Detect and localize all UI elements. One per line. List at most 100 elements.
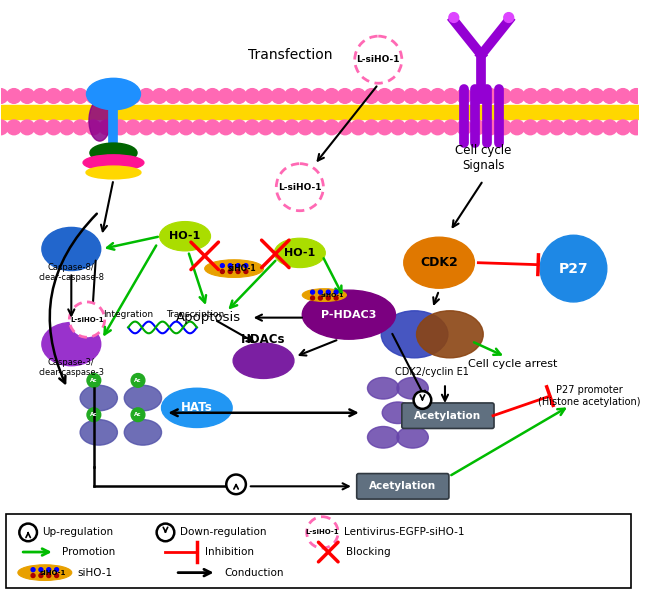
- Text: Inhibition: Inhibition: [205, 547, 254, 557]
- Text: Ac: Ac: [90, 412, 98, 417]
- Circle shape: [139, 89, 153, 103]
- Ellipse shape: [397, 377, 428, 399]
- Circle shape: [205, 89, 220, 103]
- Circle shape: [236, 270, 240, 273]
- Ellipse shape: [18, 565, 72, 581]
- Text: HO-1: HO-1: [284, 248, 315, 258]
- Circle shape: [285, 120, 300, 135]
- Circle shape: [391, 120, 405, 135]
- Circle shape: [337, 89, 352, 103]
- Circle shape: [139, 120, 153, 135]
- Text: HO-1: HO-1: [170, 231, 201, 241]
- Circle shape: [231, 89, 246, 103]
- Circle shape: [39, 573, 43, 578]
- Text: Ac: Ac: [135, 412, 142, 417]
- Circle shape: [245, 89, 259, 103]
- Text: Ac: Ac: [90, 378, 98, 383]
- Circle shape: [307, 517, 338, 548]
- Circle shape: [87, 408, 101, 422]
- Circle shape: [20, 524, 37, 541]
- Circle shape: [298, 89, 313, 103]
- Circle shape: [616, 89, 630, 103]
- Circle shape: [589, 120, 604, 135]
- Circle shape: [112, 120, 127, 135]
- Circle shape: [166, 89, 180, 103]
- Circle shape: [404, 120, 419, 135]
- Circle shape: [457, 120, 471, 135]
- Ellipse shape: [397, 426, 428, 448]
- Circle shape: [510, 120, 525, 135]
- Circle shape: [60, 89, 74, 103]
- Circle shape: [540, 235, 607, 302]
- Circle shape: [351, 120, 365, 135]
- Circle shape: [112, 89, 127, 103]
- Circle shape: [244, 264, 248, 268]
- Ellipse shape: [124, 420, 162, 445]
- Circle shape: [152, 89, 167, 103]
- Circle shape: [326, 290, 330, 294]
- Circle shape: [39, 568, 43, 572]
- Circle shape: [311, 296, 315, 300]
- Circle shape: [272, 120, 286, 135]
- Circle shape: [258, 120, 273, 135]
- Ellipse shape: [42, 322, 101, 366]
- Circle shape: [218, 120, 233, 135]
- Circle shape: [523, 89, 538, 103]
- Text: Cell cycle
Signals: Cell cycle Signals: [455, 144, 512, 172]
- Text: Caspase-8/
clear-caspase-8: Caspase-8/ clear-caspase-8: [38, 263, 104, 282]
- Circle shape: [470, 120, 485, 135]
- Text: siHO-1: siHO-1: [227, 264, 256, 273]
- Ellipse shape: [367, 426, 399, 448]
- Ellipse shape: [302, 290, 395, 339]
- Text: Apoptosis: Apoptosis: [176, 311, 241, 324]
- Circle shape: [576, 89, 591, 103]
- Circle shape: [0, 89, 8, 103]
- Text: Up-regulation: Up-regulation: [42, 527, 113, 538]
- Text: Caspase-3/
clear-caspase-3: Caspase-3/ clear-caspase-3: [38, 358, 104, 377]
- Circle shape: [470, 89, 485, 103]
- Text: CDK2: CDK2: [420, 256, 458, 269]
- Circle shape: [272, 89, 286, 103]
- Text: Ac: Ac: [135, 378, 142, 383]
- Text: HDACs: HDACs: [241, 332, 286, 346]
- Ellipse shape: [89, 100, 111, 141]
- Circle shape: [377, 89, 392, 103]
- Text: P27: P27: [558, 261, 588, 276]
- Circle shape: [589, 89, 604, 103]
- Circle shape: [6, 120, 21, 135]
- Circle shape: [351, 89, 365, 103]
- Circle shape: [298, 120, 313, 135]
- Circle shape: [430, 120, 445, 135]
- Circle shape: [311, 290, 315, 294]
- Circle shape: [33, 120, 47, 135]
- Text: Down-regulation: Down-regulation: [180, 527, 266, 538]
- Circle shape: [31, 573, 35, 578]
- Circle shape: [31, 568, 35, 572]
- Text: P27 promoter
(Histone acetylation): P27 promoter (Histone acetylation): [538, 385, 640, 407]
- Circle shape: [549, 120, 564, 135]
- Circle shape: [87, 374, 101, 388]
- Circle shape: [629, 120, 644, 135]
- Circle shape: [192, 120, 207, 135]
- Circle shape: [483, 89, 498, 103]
- Circle shape: [231, 120, 246, 135]
- Ellipse shape: [90, 143, 137, 163]
- Circle shape: [337, 120, 352, 135]
- Circle shape: [504, 13, 514, 23]
- Circle shape: [192, 89, 207, 103]
- Text: L-siHO-1: L-siHO-1: [278, 183, 322, 192]
- Text: Promotion: Promotion: [62, 547, 115, 557]
- FancyBboxPatch shape: [402, 403, 494, 428]
- Circle shape: [276, 164, 323, 210]
- Circle shape: [536, 89, 551, 103]
- Circle shape: [245, 120, 259, 135]
- Circle shape: [125, 120, 140, 135]
- Circle shape: [616, 120, 630, 135]
- Circle shape: [404, 89, 419, 103]
- Circle shape: [152, 120, 167, 135]
- Circle shape: [364, 89, 379, 103]
- Circle shape: [55, 568, 58, 572]
- Ellipse shape: [233, 343, 294, 379]
- Circle shape: [443, 89, 458, 103]
- Circle shape: [86, 120, 101, 135]
